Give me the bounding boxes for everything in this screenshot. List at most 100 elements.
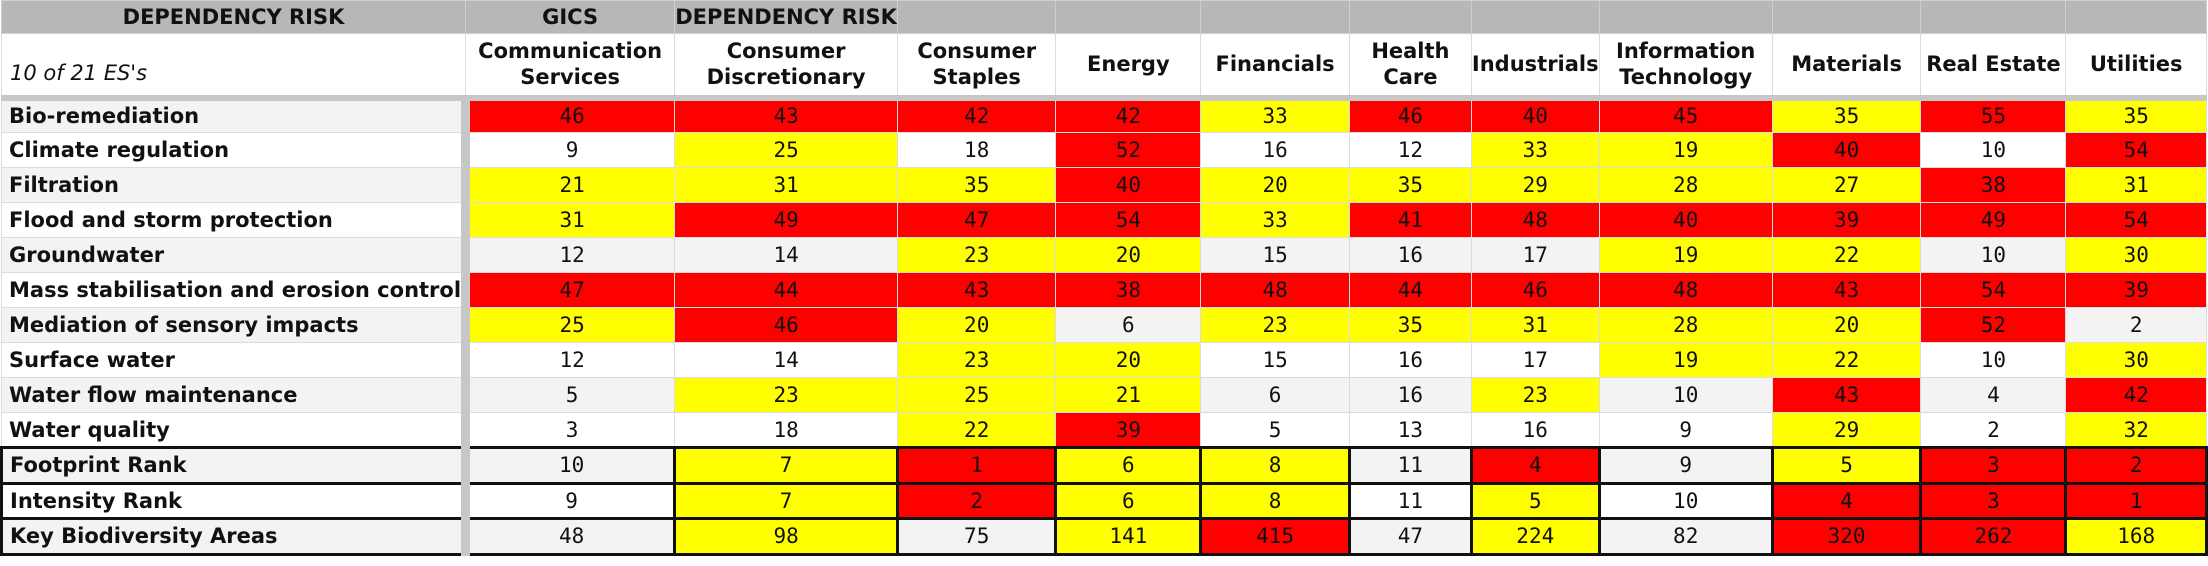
value-cell[interactable]: 21: [1055, 377, 1202, 413]
value-cell[interactable]: 54: [1055, 202, 1202, 238]
value-cell[interactable]: 46: [1470, 272, 1600, 308]
value-cell[interactable]: 40: [1771, 132, 1922, 168]
sector-header[interactable]: Communication Services: [465, 33, 676, 101]
sector-header[interactable]: Utilities: [2065, 33, 2207, 101]
row-label[interactable]: Water quality: [0, 412, 471, 448]
value-cell[interactable]: 12: [465, 342, 676, 378]
value-cell[interactable]: 23: [896, 237, 1057, 273]
value-cell[interactable]: 31: [465, 202, 676, 238]
value-cell[interactable]: 20: [1200, 167, 1350, 203]
value-cell[interactable]: 17: [1470, 237, 1600, 273]
value-cell[interactable]: 168: [2064, 517, 2208, 556]
value-cell[interactable]: 39: [1771, 202, 1922, 238]
sector-header[interactable]: Consumer Staples: [896, 33, 1057, 101]
value-cell[interactable]: 415: [1199, 517, 1351, 556]
value-cell[interactable]: 6: [1055, 307, 1202, 343]
value-cell[interactable]: 18: [674, 412, 898, 448]
value-cell[interactable]: 11: [1347, 481, 1473, 520]
value-cell[interactable]: 14: [674, 342, 898, 378]
value-cell[interactable]: 320: [1770, 517, 1923, 556]
value-cell[interactable]: 9: [1597, 446, 1774, 485]
value-cell[interactable]: 39: [2065, 272, 2207, 308]
value-cell[interactable]: 5: [1770, 446, 1923, 485]
value-cell[interactable]: 10: [1597, 481, 1774, 520]
value-cell[interactable]: 25: [465, 307, 676, 343]
value-cell[interactable]: 43: [1771, 272, 1922, 308]
value-cell[interactable]: 9: [464, 481, 677, 520]
value-cell[interactable]: 2: [895, 481, 1058, 520]
value-cell[interactable]: 25: [896, 377, 1057, 413]
value-cell[interactable]: 6: [1054, 481, 1203, 520]
value-cell[interactable]: 38: [1920, 167, 2067, 203]
value-cell[interactable]: 14: [674, 237, 898, 273]
value-cell[interactable]: 8: [1199, 481, 1351, 520]
row-label[interactable]: Surface water: [0, 342, 471, 378]
value-cell[interactable]: 21: [465, 167, 676, 203]
value-cell[interactable]: 33: [1470, 132, 1600, 168]
value-cell[interactable]: 82: [1597, 517, 1774, 556]
value-cell[interactable]: 28: [1598, 167, 1773, 203]
value-cell[interactable]: 16: [1348, 377, 1472, 413]
value-cell[interactable]: 10: [464, 446, 677, 485]
value-cell[interactable]: 11: [1347, 446, 1473, 485]
value-cell[interactable]: 29: [1470, 167, 1600, 203]
value-cell[interactable]: 35: [896, 167, 1057, 203]
value-cell[interactable]: 5: [1469, 481, 1601, 520]
value-cell[interactable]: 16: [1470, 412, 1600, 448]
value-cell[interactable]: 23: [1200, 307, 1350, 343]
value-cell[interactable]: 98: [673, 517, 899, 556]
row-label[interactable]: Intensity Rank: [0, 481, 471, 520]
row-label[interactable]: Key Biodiversity Areas: [0, 517, 471, 556]
value-cell[interactable]: 16: [1200, 132, 1350, 168]
value-cell[interactable]: 20: [896, 307, 1057, 343]
value-cell[interactable]: 46: [1348, 97, 1472, 133]
value-cell[interactable]: 4: [1920, 377, 2067, 413]
value-cell[interactable]: 9: [1598, 412, 1773, 448]
value-cell[interactable]: 43: [674, 97, 898, 133]
row-label[interactable]: Mass stabilisation and erosion control: [0, 272, 471, 308]
value-cell[interactable]: 7: [673, 481, 899, 520]
value-cell[interactable]: 22: [1771, 237, 1922, 273]
value-cell[interactable]: 2: [2065, 307, 2207, 343]
value-cell[interactable]: 19: [1598, 342, 1773, 378]
value-cell[interactable]: 75: [895, 517, 1058, 556]
value-cell[interactable]: 6: [1054, 446, 1203, 485]
value-cell[interactable]: 18: [896, 132, 1057, 168]
value-cell[interactable]: 13: [1348, 412, 1472, 448]
value-cell[interactable]: 40: [1598, 202, 1773, 238]
value-cell[interactable]: 22: [896, 412, 1057, 448]
value-cell[interactable]: 23: [1470, 377, 1600, 413]
value-cell[interactable]: 3: [1919, 446, 2068, 485]
value-cell[interactable]: 10: [1920, 342, 2067, 378]
value-cell[interactable]: 23: [896, 342, 1057, 378]
value-cell[interactable]: 41: [1348, 202, 1472, 238]
value-cell[interactable]: 43: [896, 272, 1057, 308]
value-cell[interactable]: 10: [1920, 237, 2067, 273]
sector-header[interactable]: Information Technology: [1598, 33, 1773, 101]
value-cell[interactable]: 224: [1469, 517, 1601, 556]
value-cell[interactable]: 15: [1200, 342, 1350, 378]
sector-header[interactable]: Real Estate: [1920, 33, 2067, 101]
value-cell[interactable]: 4: [1469, 446, 1601, 485]
sector-header[interactable]: Financials: [1200, 33, 1350, 101]
row-label[interactable]: Water flow maintenance: [0, 377, 471, 413]
value-cell[interactable]: 10: [1598, 377, 1773, 413]
value-cell[interactable]: 7: [673, 446, 899, 485]
value-cell[interactable]: 262: [1919, 517, 2068, 556]
value-cell[interactable]: 23: [674, 377, 898, 413]
value-cell[interactable]: 32: [2065, 412, 2207, 448]
row-label[interactable]: Filtration: [0, 167, 471, 203]
value-cell[interactable]: 47: [896, 202, 1057, 238]
value-cell[interactable]: 54: [2065, 132, 2207, 168]
value-cell[interactable]: 47: [1347, 517, 1473, 556]
row-label[interactable]: Climate regulation: [0, 132, 471, 168]
value-cell[interactable]: 10: [1920, 132, 2067, 168]
value-cell[interactable]: 44: [1348, 272, 1472, 308]
value-cell[interactable]: 20: [1055, 342, 1202, 378]
value-cell[interactable]: 28: [1598, 307, 1773, 343]
value-cell[interactable]: 12: [1348, 132, 1472, 168]
value-cell[interactable]: 5: [1200, 412, 1350, 448]
value-cell[interactable]: 33: [1200, 97, 1350, 133]
value-cell[interactable]: 42: [1055, 97, 1202, 133]
row-label[interactable]: Bio-remediation: [0, 97, 471, 133]
